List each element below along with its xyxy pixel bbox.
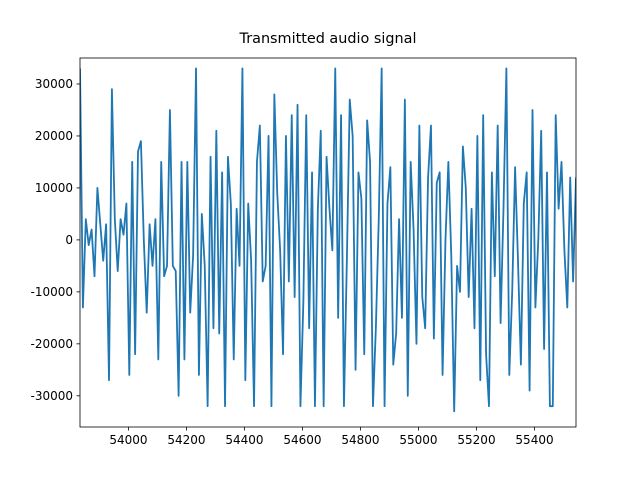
y-tick-label: 0 (65, 233, 73, 247)
x-tick-label: 55400 (515, 433, 553, 447)
y-tick-label: 20000 (35, 129, 73, 143)
plot-frame (79, 57, 577, 428)
x-tick-label: 55200 (457, 433, 495, 447)
y-tick-label: -20000 (30, 337, 73, 351)
chart-title: Transmitted audio signal (239, 31, 417, 47)
x-tick-label: 54800 (341, 433, 379, 447)
x-tick-label: 54000 (109, 433, 147, 447)
y-tick-label: 10000 (35, 181, 73, 195)
y-tick-label: -30000 (30, 389, 73, 403)
x-tick-label: 54400 (225, 433, 263, 447)
y-tick-label: -10000 (30, 285, 73, 299)
x-tick-label: 54600 (283, 433, 321, 447)
x-tick-label: 55000 (399, 433, 437, 447)
x-tick-label: 54200 (167, 433, 205, 447)
y-tick-label: 30000 (35, 77, 73, 91)
signal-line (80, 67, 576, 413)
